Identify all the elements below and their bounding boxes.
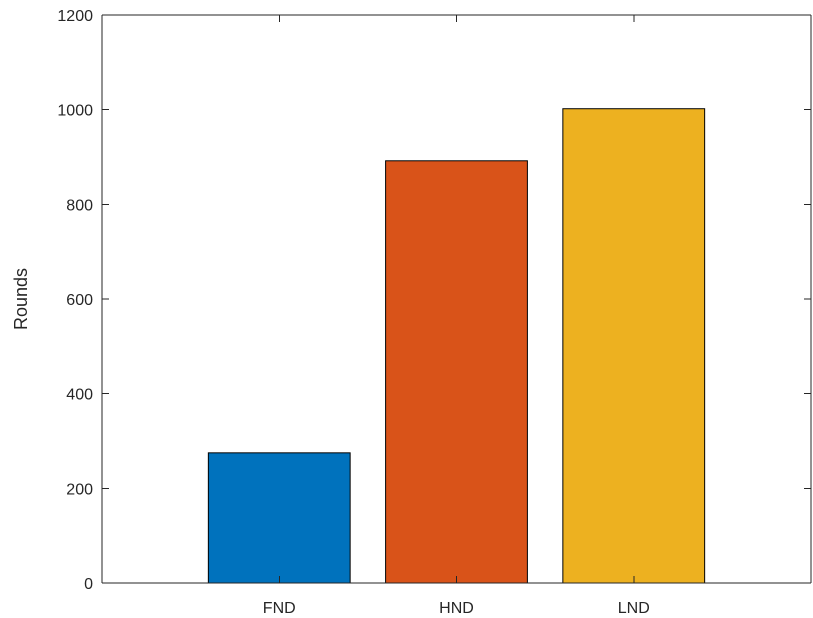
y-tick-label: 600 [66,292,93,309]
y-tick-label: 1000 [57,103,93,120]
bar-hnd [385,160,528,584]
plot-area: 0 200 400 600 800 1000 1200 FND HND LND [57,8,812,617]
bars [207,108,706,584]
y-tick-label: 800 [66,197,93,214]
y-tick-label: 400 [66,387,93,404]
y-axis-ticks: 0 200 400 600 800 1000 1200 [57,8,811,593]
bar-fnd [207,452,351,584]
y-axis-label: Rounds [11,268,31,330]
x-tick-label: HND [439,600,474,617]
x-tick-label: LND [618,600,650,617]
bar-lnd [562,108,706,584]
x-axis-ticks: FND HND LND [263,15,650,617]
x-tick-label: FND [263,600,296,617]
y-tick-label: 200 [66,481,93,498]
y-tick-label: 0 [84,576,93,593]
y-tick-label: 1200 [57,8,93,25]
